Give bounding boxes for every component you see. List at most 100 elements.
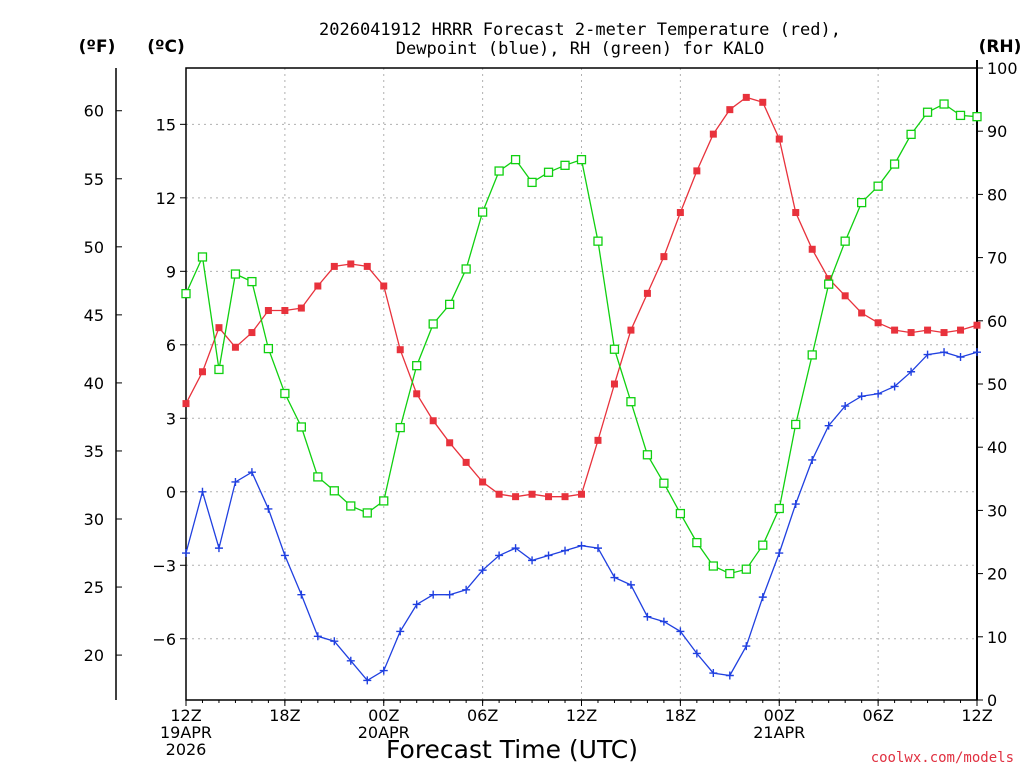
temperature-point (528, 490, 536, 498)
rh-point (263, 343, 274, 354)
dewpoint-point (610, 573, 619, 582)
dewpoint-point (363, 676, 372, 685)
dewpoint-point (544, 551, 553, 560)
rh-point (543, 167, 554, 177)
dewpoint-point (907, 367, 916, 376)
temperature-point (182, 400, 190, 408)
x-tick-label: 00Z (764, 706, 795, 725)
rh-point (922, 107, 933, 117)
celsius-unit-label: (ºC) (147, 37, 185, 57)
rh-tick-label: 50 (987, 375, 1007, 394)
rh-point (856, 197, 867, 208)
temperature-point (578, 490, 585, 498)
chart-title-line1: 2026041912 HRRR Forecast 2-meter Tempera… (319, 20, 841, 40)
rh-point (906, 129, 916, 140)
temperature-point (759, 98, 767, 106)
rh-point (494, 166, 504, 176)
temperature-point (512, 493, 520, 501)
dewpoint-point (874, 389, 883, 398)
temperature-point (709, 130, 717, 138)
rh-tick-label: 80 (987, 185, 1007, 204)
dewpoint-point (445, 590, 454, 599)
dewpoint-point (247, 468, 256, 477)
x-tick-label: 18Z (665, 706, 696, 725)
dewpoint-point (379, 666, 388, 675)
dewpoint-point (775, 549, 784, 558)
temperature-point (742, 93, 750, 101)
temperature-point (479, 478, 487, 486)
rh-point (725, 568, 735, 579)
temperature-point (627, 326, 635, 334)
dewpoint-point (857, 392, 866, 401)
temperature-point (726, 106, 734, 114)
rh-point (576, 154, 587, 165)
credit-text: coolwx.com/models (871, 750, 1014, 766)
tick-labels: −6 −3 0 3 6 9 12 15 20 25 30 35 40 45 50 55 60 0 10 20 30 40 5… (84, 59, 1018, 759)
rh-point (939, 99, 949, 109)
x-tick-label: 19APR (160, 723, 212, 742)
rh-point (280, 388, 290, 399)
dewpoint-point (940, 348, 949, 357)
temperature-point (347, 260, 355, 268)
rh-point (230, 269, 241, 279)
temperature-point (264, 307, 272, 315)
dewpoint-point (709, 669, 718, 678)
celsius-tick-label: 9 (166, 262, 176, 281)
fahrenheit-tick-label: 35 (84, 442, 104, 461)
dewpoint-point (264, 504, 273, 513)
temperature-point (594, 436, 602, 444)
rh-point (692, 537, 702, 548)
dewpoint-point (659, 617, 668, 626)
dewpoint-point (182, 549, 190, 558)
fahrenheit-tick-label: 30 (84, 510, 104, 529)
rh-tick-label: 30 (987, 501, 1007, 520)
temperature-point (643, 289, 651, 297)
temperature-point (610, 380, 618, 388)
rh-point (527, 177, 537, 188)
dewpoint-point (973, 348, 981, 357)
dewpoint-point (692, 649, 701, 658)
dewpoint-point (923, 350, 932, 359)
rh-point (362, 508, 372, 518)
dewpoint-point (478, 566, 487, 575)
rh-unit-label: (RH) (979, 37, 1022, 57)
fahrenheit-tick-label: 25 (84, 578, 104, 597)
temperature-point (545, 493, 553, 501)
rh-point (510, 154, 521, 165)
celsius-tick-label: 6 (166, 336, 176, 355)
temperature-point (660, 253, 668, 261)
data-series (181, 93, 982, 685)
dewpoint-point (396, 627, 405, 636)
rh-tick-label: 60 (987, 312, 1007, 331)
temperature-point (973, 321, 981, 329)
temperature-point (940, 329, 948, 337)
dewpoint-point (742, 642, 751, 651)
temperature-point (231, 343, 239, 351)
rh-point (346, 501, 356, 511)
dewpoint-point (528, 556, 537, 565)
x-tick-label: 18Z (269, 706, 300, 725)
temperature-point (808, 245, 816, 253)
dewpoint-point (643, 612, 652, 621)
temperature-point (446, 439, 454, 447)
dewpoint-point (330, 637, 339, 646)
temperature-point (363, 262, 371, 270)
x-tick-label: 00Z (368, 706, 399, 725)
rh-point (197, 252, 208, 262)
dewpoint-point (956, 353, 965, 362)
rh-point (428, 319, 438, 329)
rh-point (708, 561, 718, 571)
dewpoint-point (511, 544, 520, 553)
dewpoint-point (593, 544, 602, 553)
x-tick-label: 06Z (862, 706, 893, 725)
x-tick-label: 2026 (166, 740, 207, 759)
rh-point (972, 112, 982, 122)
rh-point (214, 364, 224, 375)
rh-point (807, 350, 817, 360)
rh-point (560, 160, 570, 170)
temperature-point (248, 329, 256, 337)
temperature-point (413, 390, 421, 398)
temperature-point (841, 292, 849, 300)
rh-tick-label: 90 (987, 122, 1007, 141)
